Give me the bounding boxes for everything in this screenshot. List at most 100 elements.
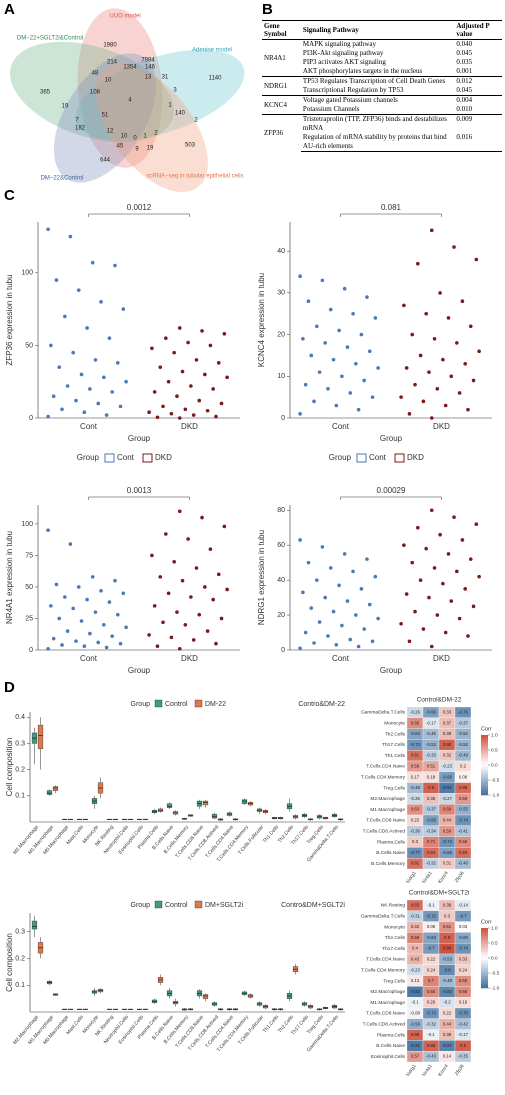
- cell-label: 0.90: [443, 742, 452, 747]
- y-axis-label: Cell composition: [5, 738, 14, 797]
- cell-label: 0.69: [443, 807, 452, 812]
- cell-label: 0.2: [460, 764, 467, 769]
- cell-label: -0.92: [410, 989, 420, 994]
- colorbar-step: [481, 759, 488, 762]
- venn-count: 0: [133, 136, 137, 142]
- data-point: [326, 634, 330, 638]
- data-point: [104, 645, 109, 650]
- cell-label: 0.57: [411, 1054, 420, 1059]
- row-label: T.Cells.CD4.Naive: [366, 764, 405, 770]
- data-point: [71, 606, 75, 611]
- colorbar-step: [481, 771, 488, 774]
- data-point: [180, 578, 185, 583]
- colorbar-step: [481, 793, 488, 796]
- cell-label: -0.17: [426, 720, 436, 725]
- colorbar-step: [481, 962, 488, 965]
- venn-count: 4: [128, 98, 132, 104]
- venn-count: 7: [75, 118, 79, 124]
- table-row: Regulation of mRNA stability by proteins…: [262, 133, 502, 152]
- data-point: [471, 378, 476, 383]
- cell-label: 0.4: [412, 946, 419, 951]
- data-point: [449, 374, 454, 379]
- colorbar-step: [481, 739, 488, 742]
- data-point: [477, 574, 481, 579]
- data-point: [211, 387, 215, 391]
- data-point: [460, 299, 465, 304]
- data-point: [74, 398, 78, 403]
- data-point: [399, 621, 403, 626]
- box-body: [241, 799, 248, 804]
- data-point: [317, 620, 322, 624]
- data-point: [161, 404, 165, 409]
- data-point: [306, 299, 311, 304]
- data-point: [367, 349, 372, 354]
- cell-label: -0.37: [426, 807, 436, 812]
- x-tick-label: M2.Macrophage: [12, 1014, 40, 1046]
- data-point: [407, 412, 412, 416]
- colorbar-step: [481, 753, 488, 756]
- data-point: [326, 387, 330, 391]
- significance-bracket: [340, 496, 442, 500]
- colorbar-tick-label: -1.0: [491, 985, 500, 991]
- significance-bracket: [340, 213, 442, 217]
- data-point: [455, 341, 459, 345]
- cell-label: -0.74: [442, 839, 452, 844]
- cell-label: 0.58: [411, 764, 420, 769]
- data-point: [93, 358, 98, 362]
- column-label: Kcnc4: [437, 870, 450, 885]
- data-point: [446, 552, 451, 556]
- data-point: [449, 599, 454, 603]
- legend-swatch: [154, 900, 163, 909]
- data-point: [197, 612, 202, 617]
- data-point: [301, 590, 305, 595]
- colorbar-step: [481, 938, 488, 941]
- legend-title: Group: [77, 453, 100, 462]
- data-point: [421, 399, 426, 404]
- data-point: [68, 234, 73, 239]
- data-point: [166, 591, 171, 596]
- cell-label: -0.66: [442, 850, 452, 855]
- data-point: [115, 361, 120, 365]
- data-point: [96, 640, 101, 645]
- venn-count: 9: [135, 147, 139, 153]
- colorbar-step: [481, 948, 488, 951]
- colorbar-step: [481, 787, 488, 790]
- colorbar-step: [481, 974, 488, 977]
- row-label: M2.Macrophage: [370, 989, 405, 995]
- cell-label: -0.23: [442, 764, 452, 769]
- data-point: [57, 616, 62, 621]
- pathway-cell: AKT phosphorylates targets in the nucleu…: [302, 67, 423, 75]
- venn-count: 10: [121, 134, 128, 140]
- cell-label: 0.22: [427, 957, 436, 962]
- venn-count: 3: [173, 88, 177, 94]
- pathway-cell: PI3K-Akt signaling pathway: [302, 49, 384, 57]
- data-point: [455, 569, 459, 574]
- data-point: [466, 634, 470, 638]
- cell-label: 0.51: [427, 764, 436, 769]
- cell-label: 0.83: [459, 850, 468, 855]
- data-point: [340, 374, 344, 379]
- cell-label: -0.74: [458, 818, 468, 823]
- data-point: [214, 641, 218, 646]
- colorbar-step: [481, 735, 488, 738]
- data-point: [354, 361, 358, 366]
- data-point: [407, 639, 412, 644]
- data-point: [152, 390, 157, 394]
- y-tick-label: 100: [21, 270, 33, 277]
- data-point: [158, 575, 163, 579]
- column-label: Zfp36: [454, 870, 466, 884]
- cell-label: -0.08: [410, 1011, 420, 1016]
- box-body: [166, 803, 173, 808]
- table-header-cell: Gene Symbol: [262, 20, 301, 40]
- data-point: [452, 245, 456, 249]
- data-point: [376, 616, 380, 621]
- cell-label: 0.59: [443, 828, 452, 833]
- data-point: [312, 399, 316, 404]
- data-point: [432, 566, 437, 570]
- data-point: [49, 604, 53, 608]
- cell-label: 0.65: [459, 978, 468, 983]
- colorbar-step: [481, 751, 488, 754]
- row-label: GammaDelta.T.Cells: [361, 913, 406, 919]
- cell-label: 0.17: [411, 774, 420, 779]
- data-point: [113, 263, 117, 268]
